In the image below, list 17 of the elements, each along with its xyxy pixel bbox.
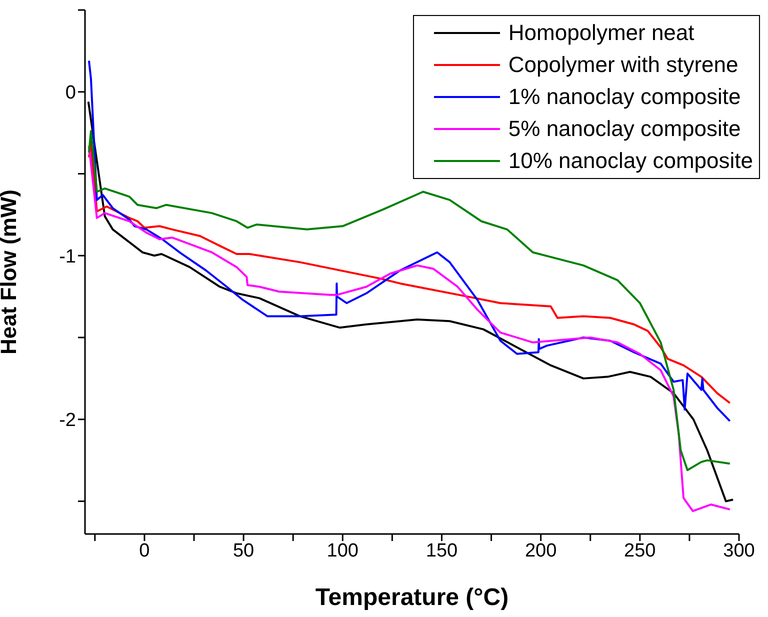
x-tick-label: 100 — [326, 540, 358, 562]
x-tick-label: 0 — [139, 540, 150, 562]
legend-label: 10% nanoclay composite — [508, 148, 753, 174]
y-tick-label: -2 — [59, 410, 76, 432]
legend-label: Copolymer with styrene — [508, 52, 738, 78]
legend-label: Homopolymer neat — [508, 20, 694, 46]
y-axis-title: Heat Flow (mW) — [0, 190, 21, 354]
x-tick-label: 150 — [426, 540, 458, 562]
x-tick-label: 300 — [723, 540, 755, 562]
x-tick-label: 200 — [524, 540, 557, 562]
x-tick-label: 50 — [232, 540, 254, 562]
y-tick-label: -1 — [59, 246, 76, 268]
legend-label: 1% nanoclay composite — [508, 84, 741, 110]
x-axis-title: Temperature (°C) — [315, 584, 509, 611]
legend-label: 5% nanoclay composite — [508, 116, 741, 142]
x-tick-label: 250 — [624, 540, 656, 562]
y-tick-label: 0 — [65, 82, 76, 104]
